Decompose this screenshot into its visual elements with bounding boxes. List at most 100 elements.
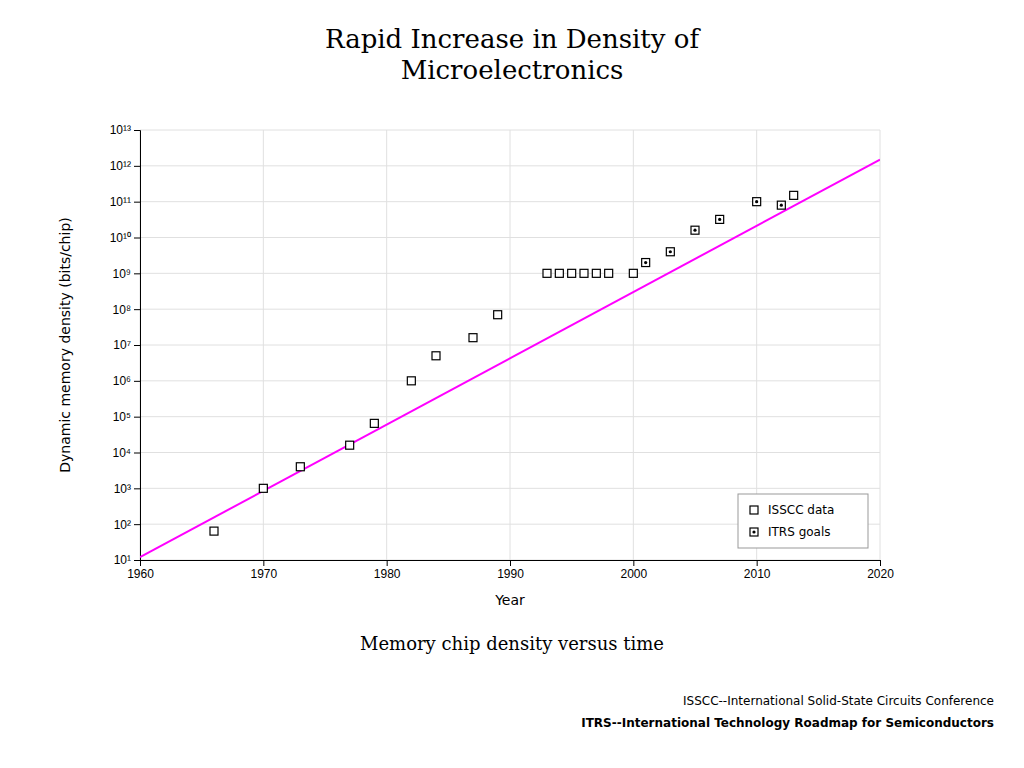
y-tick-mark — [134, 130, 140, 131]
marker-dot — [644, 261, 647, 264]
marker-dot — [780, 204, 783, 207]
point — [543, 269, 551, 277]
y-tick-label: 10⁹ — [113, 267, 132, 281]
point — [629, 269, 637, 277]
marker-square — [691, 226, 699, 234]
marker-square — [469, 334, 477, 342]
x-tick: 1970 — [250, 560, 277, 581]
point — [469, 334, 477, 342]
y-tick-label: 10⁶ — [113, 374, 131, 388]
point — [777, 201, 785, 209]
y-axis-label: Dynamic memory density (bits/chip) — [57, 217, 73, 472]
series-points — [642, 198, 786, 267]
marker-square — [605, 269, 613, 277]
x-tick-label: 1970 — [250, 567, 277, 581]
marker-square — [407, 377, 415, 385]
point — [259, 484, 267, 492]
y-tick: 10² — [114, 518, 140, 532]
y-tick-mark — [134, 524, 140, 525]
point — [716, 215, 724, 223]
point — [432, 352, 440, 360]
y-tick-label: 10⁴ — [112, 446, 131, 460]
point — [642, 259, 650, 267]
y-tick: 10¹⁰ — [110, 231, 140, 245]
marker-dot — [752, 530, 755, 533]
legend-marker — [750, 528, 758, 536]
y-tick: 10¹³ — [110, 123, 140, 137]
grid-line-y — [140, 130, 880, 131]
y-tick: 10¹ — [114, 553, 140, 567]
x-tick-mark — [757, 560, 758, 566]
chart: 196019701980199020002010202010¹10²10³10⁴… — [0, 0, 1024, 768]
x-tick-label: 1980 — [374, 567, 401, 581]
x-axis: 1960197019801990200020102020 — [127, 560, 894, 581]
y-tick: 10⁹ — [113, 267, 141, 281]
y-tick: 10¹² — [110, 159, 140, 173]
x-tick: 2020 — [867, 560, 894, 581]
x-tick-mark — [633, 560, 634, 566]
y-tick: 10¹¹ — [110, 195, 140, 209]
y-tick-mark — [134, 417, 140, 418]
point — [370, 419, 378, 427]
marker-square — [592, 269, 600, 277]
point — [580, 269, 588, 277]
x-tick-mark — [263, 560, 264, 566]
marker-dot — [669, 250, 672, 253]
subtitle: Memory chip density versus time — [360, 633, 664, 654]
marker-square — [666, 248, 674, 256]
y-tick-label: 10⁵ — [113, 410, 131, 424]
point — [666, 248, 674, 256]
marker-square — [568, 269, 576, 277]
legend-label: ISSCC data — [768, 503, 834, 517]
marker-square — [296, 463, 304, 471]
grid-line-y — [140, 380, 880, 381]
x-tick-mark — [387, 560, 388, 566]
x-tick: 1990 — [497, 560, 524, 581]
marker-dot — [693, 229, 696, 232]
title: Rapid Increase in Density ofMicroelectro… — [325, 24, 701, 85]
y-tick-label: 10¹² — [110, 159, 131, 173]
marker-square — [750, 506, 758, 514]
x-axis-label: Year — [494, 592, 525, 608]
y-tick-mark — [134, 238, 140, 239]
grid-line-y — [140, 165, 880, 166]
grid-line-y — [140, 201, 880, 202]
x-tick: 2010 — [744, 560, 771, 581]
y-tick-mark — [134, 381, 140, 382]
legend-label: ITRS goals — [768, 525, 831, 539]
trend-line — [140, 160, 880, 558]
marker-square — [370, 419, 378, 427]
marker-square — [642, 259, 650, 267]
y-axis: 10¹10²10³10⁴10⁵10⁶10⁷10⁸10⁹10¹⁰10¹¹10¹²1… — [110, 123, 141, 567]
y-tick: 10⁸ — [113, 303, 140, 317]
x-axis-line — [141, 561, 881, 567]
point — [346, 441, 354, 449]
y-tick-label: 10¹⁰ — [110, 231, 131, 245]
x-tick-mark — [510, 560, 511, 566]
marker-square — [777, 201, 785, 209]
point — [555, 269, 563, 277]
y-tick-label: 10¹¹ — [110, 195, 131, 209]
grid-line-y — [140, 452, 880, 453]
y-tick: 10⁶ — [113, 374, 140, 388]
legend: ISSCC data ITRS goals — [738, 494, 868, 548]
point — [753, 198, 761, 206]
y-tick-label: 10¹ — [114, 553, 131, 567]
y-tick-mark — [134, 488, 140, 489]
marker-square — [494, 311, 502, 319]
y-tick-mark — [134, 202, 140, 203]
marker-square — [580, 269, 588, 277]
y-tick-mark — [134, 273, 140, 274]
point — [691, 226, 699, 234]
x-tick-label: 2000 — [620, 567, 647, 581]
y-axis-line — [134, 131, 141, 561]
marker-square — [750, 528, 758, 536]
marker-square — [716, 215, 724, 223]
grid-line-y — [140, 488, 880, 489]
y-tick: 10⁵ — [113, 410, 140, 424]
marker-square — [753, 198, 761, 206]
x-tick-label: 2010 — [744, 567, 771, 581]
footnote: ITRS--International Technology Roadmap f… — [581, 716, 994, 730]
legend-box — [738, 494, 868, 548]
grid-line-y — [140, 237, 880, 238]
